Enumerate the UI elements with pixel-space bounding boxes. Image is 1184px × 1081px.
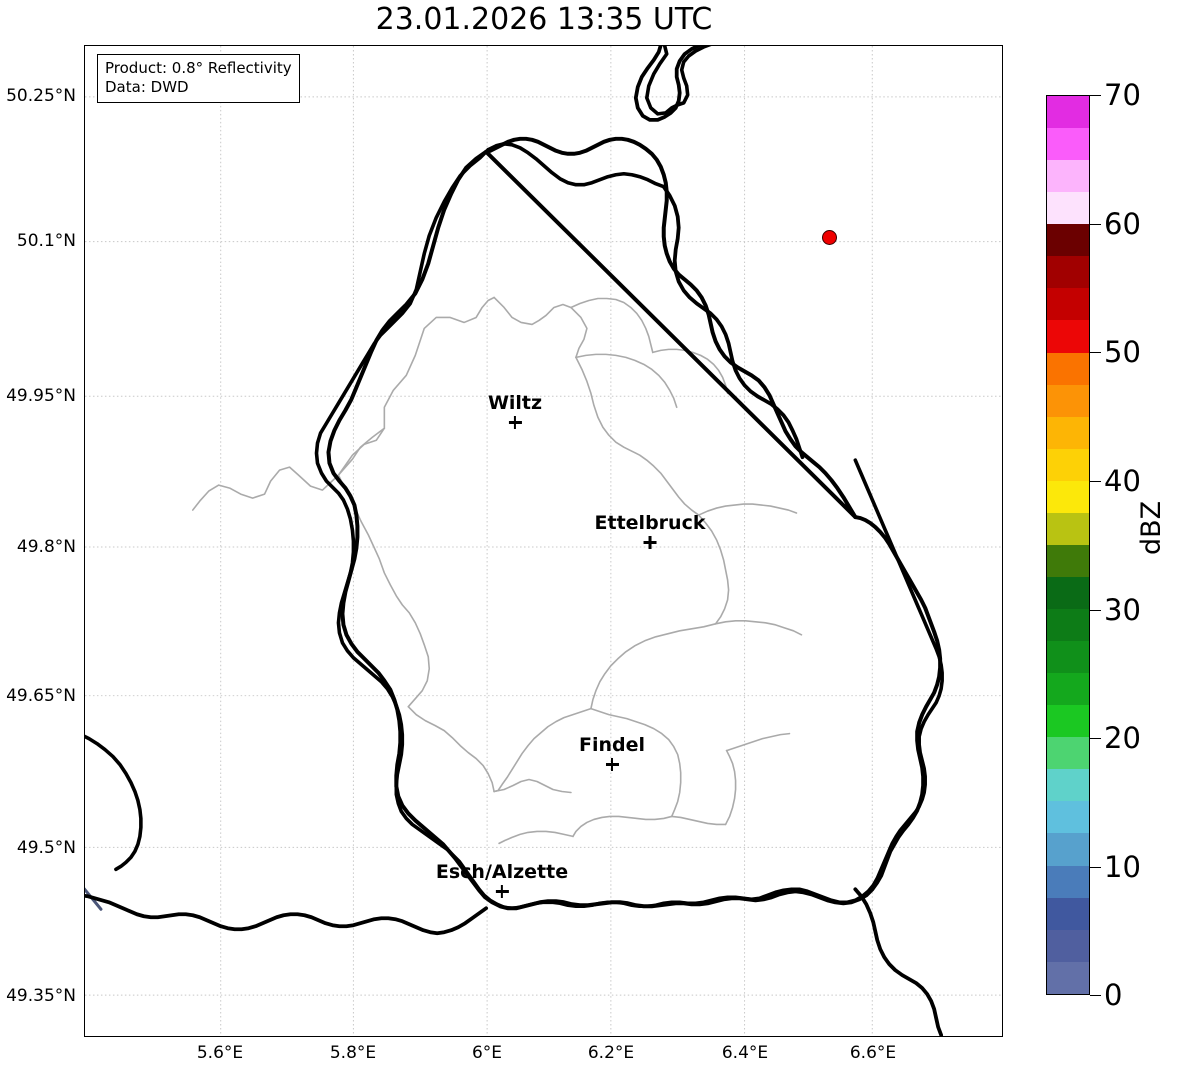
colorbar-band [1047,192,1089,225]
city-marker-icon [605,758,619,771]
luxembourg-national-border [326,136,943,911]
info-product-line: Product: 0.8° Reflectivity [105,59,292,77]
colorbar-band [1047,769,1089,802]
colorbar-band [1047,288,1089,321]
x-tick-label: 5.6°E [196,1043,244,1063]
country-borders [314,46,944,911]
y-tick-label: 50.1°N [16,231,76,251]
y-tick-label: 49.5°N [16,838,76,858]
colorbar-band [1047,705,1089,738]
colorbar-tick-label: 70 [1104,78,1141,112]
colorbar-tick [1090,352,1101,353]
x-tick-label: 6.2°E [587,1043,635,1063]
city-label-esch-alzette: Esch/Alzette [436,863,568,898]
city-marker-icon [508,416,522,429]
info-box: Product: 0.8° Reflectivity Data: DWD [97,54,300,104]
reflectivity-colorbar[interactable] [1046,95,1090,995]
y-tick-label: 50.25°N [6,86,76,106]
colorbar-band [1047,96,1089,129]
colorbar-band [1047,576,1089,609]
colorbar-tick-label: 10 [1104,850,1141,884]
map-canvas [85,46,1002,1036]
colorbar-band [1047,352,1089,385]
city-name: Wiltz [487,392,543,414]
city-marker-icon [643,536,657,549]
colorbar-tick [1090,995,1101,996]
colorbar-tick [1090,95,1101,96]
colorbar-band [1047,833,1089,866]
colorbar-band [1047,224,1089,257]
city-marker-icon [495,885,509,898]
colorbar-band [1047,448,1089,481]
colorbar-band [1047,512,1089,545]
colorbar-band [1047,609,1089,642]
colorbar-band [1047,416,1089,449]
y-tick-label: 49.8°N [16,537,76,557]
y-tick-label: 49.95°N [6,386,76,406]
colorbar-band [1047,384,1089,417]
city-label-wiltz: Wiltz [488,394,542,429]
colorbar-unit-label: dBZ [1136,500,1167,555]
x-tick-label: 6.4°E [721,1043,769,1063]
city-name: Esch/Alzette [435,861,569,883]
colorbar-tick-label: 30 [1104,593,1141,627]
colorbar-tick [1090,481,1101,482]
city-label-ettelbruck: Ettelbruck [594,512,706,549]
colorbar-tick-label: 40 [1104,464,1141,498]
colorbar-band [1047,929,1089,962]
colorbar-band [1047,801,1089,834]
city-name: Ettelbruck [594,512,706,534]
colorbar-tick-label: 0 [1104,978,1123,1012]
colorbar-band [1047,480,1089,513]
colorbar-band [1047,673,1089,706]
colorbar-band [1047,961,1089,994]
y-tick-label: 49.35°N [6,986,76,1006]
colorbar-band [1047,256,1089,289]
colorbar-band [1047,641,1089,674]
colorbar-tick [1090,867,1101,868]
colorbar-tick [1090,738,1101,739]
colorbar-band [1047,737,1089,770]
map-plot-area[interactable]: Product: 0.8° Reflectivity Data: DWD Wil… [84,45,1003,1037]
x-tick-label: 5.8°E [329,1043,377,1063]
colorbar-band [1047,865,1089,898]
neighbour-country-borders [85,46,944,1036]
colorbar-tick [1090,610,1101,611]
city-label-findel: Findel [579,736,645,771]
colorbar-band [1047,897,1089,930]
colorbar-tick-label: 50 [1104,335,1141,369]
colorbar-tick-label: 20 [1104,721,1141,755]
radar-site-marker[interactable] [822,230,837,245]
colorbar-tick-label: 60 [1104,207,1141,241]
info-data-line: Data: DWD [105,78,189,97]
x-tick-label: 6.6°E [849,1043,897,1063]
colorbar-band [1047,160,1089,193]
belgium-france-border [85,734,143,872]
colorbar-tick [1090,224,1101,225]
city-name: Findel [578,734,646,756]
x-tick-label: 6°E [471,1043,503,1063]
colorbar-band [1047,128,1089,161]
page-title: 23.01.2026 13:35 UTC [375,2,713,37]
colorbar-band [1047,544,1089,577]
internal-admin-boundaries [191,296,803,845]
colorbar-band [1047,320,1089,353]
y-tick-label: 49.65°N [6,686,76,706]
